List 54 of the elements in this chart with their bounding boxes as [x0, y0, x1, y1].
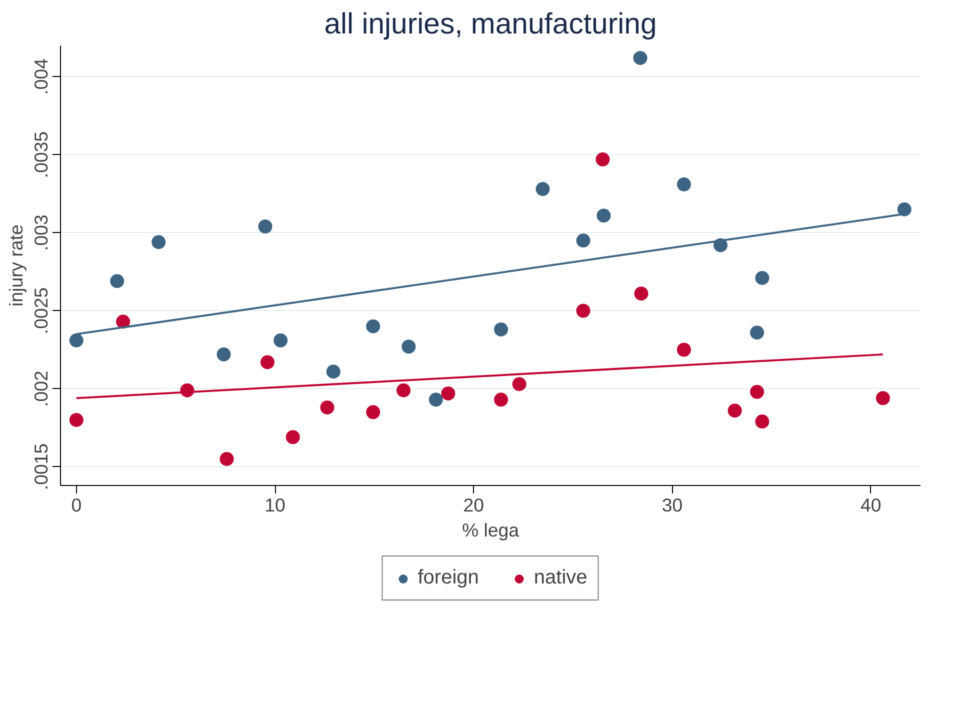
point: [676, 342, 691, 357]
legend-label: native: [534, 566, 588, 590]
x-tick-label: 10: [264, 494, 286, 516]
point: [750, 384, 764, 399]
point: [755, 414, 770, 429]
point: [286, 430, 300, 444]
point: [596, 208, 611, 223]
point: [152, 235, 166, 250]
x-axis-title: % lega: [462, 520, 520, 540]
point: [750, 326, 764, 340]
y-tick-label: .0015: [30, 443, 52, 490]
point: [274, 333, 288, 348]
y-tick-label: .0035: [30, 131, 52, 178]
y-axis-title: injury rate: [6, 224, 26, 306]
point: [326, 364, 340, 379]
point: [596, 152, 610, 166]
y-tick-label: .003: [30, 214, 52, 251]
point: [494, 392, 508, 407]
point: [69, 333, 84, 348]
point: [220, 452, 234, 466]
point: [216, 347, 231, 362]
point: [260, 355, 274, 370]
x-tick-label: 0: [71, 494, 82, 516]
point: [897, 202, 912, 216]
point: [116, 314, 130, 329]
point: [494, 322, 508, 336]
point: [428, 392, 443, 407]
point: [728, 404, 742, 418]
point: [676, 177, 691, 192]
point: [633, 50, 648, 65]
point: [320, 400, 334, 414]
point: [402, 340, 416, 354]
point: [755, 270, 770, 285]
point: [536, 182, 550, 196]
point: [634, 286, 648, 301]
y-tick-label: .0025: [30, 287, 52, 334]
x-tick-label: 20: [463, 494, 484, 516]
point: [366, 319, 380, 334]
point: [69, 412, 84, 427]
y-tick-label: .002: [30, 370, 52, 407]
point: [258, 220, 272, 234]
chart-title: all injuries, manufacturing: [324, 8, 657, 40]
point: [396, 383, 411, 398]
point: [876, 391, 890, 406]
point: [110, 274, 124, 288]
point: [576, 304, 590, 318]
point: [512, 377, 526, 392]
x-tick-label: 30: [662, 494, 683, 516]
legend-label: foreign: [418, 566, 479, 590]
y-tick-label: .004: [30, 58, 52, 95]
point: [576, 234, 590, 248]
point: [366, 405, 380, 420]
x-tick-label: 40: [860, 494, 882, 516]
point: [441, 386, 456, 400]
